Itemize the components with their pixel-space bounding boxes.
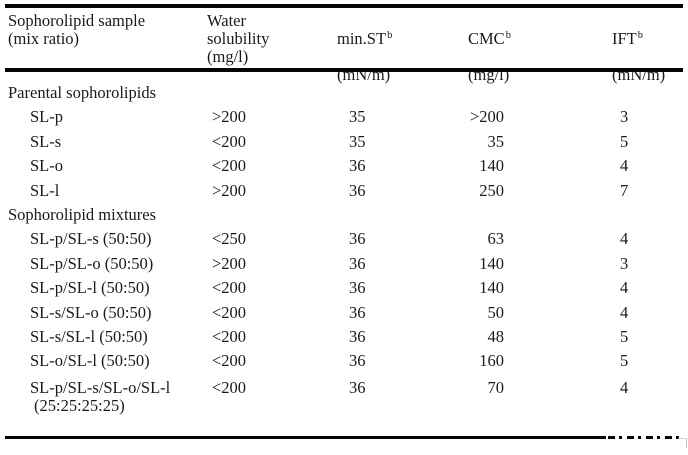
section-label: Sophorolipid mixtures (8, 204, 157, 224)
water-solubility-cell: <200 (212, 278, 247, 298)
table-body: Parental sophorolipids SL-p >200 35 >200… (8, 81, 688, 415)
ift-cell: 3 (620, 253, 629, 273)
cmc-cell: >200 (469, 107, 504, 127)
min-st-cell: 36 (349, 180, 366, 200)
sample-cell: SL-p/SL-s (50:50) (30, 229, 152, 249)
cmc-cell: 140 (479, 156, 504, 176)
table-row-sl-p-sl-s: SL-p/SL-s (50:50) <250 36 63 4 (8, 227, 688, 251)
water-solubility-cell: >200 (212, 180, 247, 200)
sample-cell: SL-l (30, 180, 60, 200)
table-row-quad-mix: SL-p/SL-s/SL-o/SL-l (25:25:25:25) <200 3… (8, 374, 688, 415)
water-solubility-cell: <200 (212, 131, 247, 151)
section-label: Parental sophorolipids (8, 83, 157, 102)
table-row-sl-p: SL-p >200 35 >200 3 (8, 105, 688, 129)
table-row-sl-p-sl-l: SL-p/SL-l (50:50) <200 36 140 4 (8, 276, 688, 300)
footnote-marker-b: b (637, 29, 643, 41)
cmc-cell: 50 (487, 302, 505, 322)
cmc-cell: 160 (479, 351, 504, 371)
sample-cell: SL-s/SL-o (50:50) (30, 302, 152, 322)
cmc-cell: 140 (479, 253, 504, 273)
water-solubility-cell: <200 (212, 351, 247, 371)
water-solubility-cell: <200 (212, 326, 247, 346)
col-header-cmc-label: CMC (468, 29, 505, 48)
ift-cell: 4 (620, 302, 629, 322)
ift-cell: 4 (620, 156, 629, 176)
col-header-ift-label: IFT (612, 29, 637, 48)
min-st-cell: 36 (349, 253, 366, 273)
sample-cell: SL-o/SL-l (50:50) (30, 351, 150, 371)
cmc-cell: 140 (479, 278, 504, 298)
min-st-cell: 36 (349, 377, 366, 397)
min-st-cell: 36 (349, 351, 366, 371)
ift-cell: 7 (620, 180, 629, 200)
section-row-parental: Parental sophorolipids (8, 81, 688, 105)
table-row-sl-l: SL-l >200 36 250 7 (8, 179, 688, 203)
sample-cell: SL-o (30, 156, 63, 176)
min-st-cell: 35 (349, 107, 366, 127)
min-st-cell: 36 (349, 156, 366, 176)
min-st-cell: 36 (349, 302, 366, 322)
table-row-sl-s-sl-o: SL-s/SL-o (50:50) <200 36 50 4 (8, 301, 688, 325)
cmc-cell: 250 (479, 180, 504, 200)
table-bottom-rule-dashed-artifact (608, 436, 683, 439)
ift-cell: 3 (620, 107, 629, 127)
ift-cell: 5 (620, 326, 629, 346)
water-solubility-cell: <250 (212, 229, 247, 249)
ift-cell: 4 (620, 377, 629, 397)
table-row-sl-o: SL-o <200 36 140 4 (8, 154, 688, 178)
water-solubility-cell: <200 (212, 156, 247, 176)
table-row-sl-p-sl-o: SL-p/SL-o (50:50) >200 36 140 3 (8, 252, 688, 276)
water-solubility-cell: <200 (212, 302, 247, 322)
sample-cell: SL-p (30, 107, 63, 127)
cmc-cell: 63 (487, 229, 505, 249)
ift-cell: 4 (620, 278, 629, 298)
table-header-rule (5, 68, 683, 72)
scan-corner-artifact (678, 438, 687, 448)
sample-cell: SL-p/SL-s/SL-o/SL-l (25:25:25:25) (30, 377, 171, 415)
table-row-sl-s-sl-l: SL-s/SL-l (50:50) <200 36 48 5 (8, 325, 688, 349)
min-st-cell: 35 (349, 131, 366, 151)
water-solubility-cell: >200 (212, 107, 247, 127)
table-top-rule (5, 4, 683, 8)
ift-cell: 5 (620, 351, 629, 371)
min-st-cell: 36 (349, 278, 366, 298)
cmc-cell: 35 (487, 131, 505, 151)
table-bottom-rule (5, 436, 606, 439)
water-solubility-cell: >200 (212, 253, 247, 273)
col-header-water-solubility: Water solubility (mg/l) (207, 11, 270, 66)
footnote-marker-b: b (387, 29, 393, 41)
sample-cell: SL-s/SL-l (50:50) (30, 326, 148, 346)
section-row-mixtures: Sophorolipid mixtures (8, 203, 688, 227)
table-row-sl-s: SL-s <200 35 35 5 (8, 130, 688, 154)
min-st-cell: 36 (349, 326, 366, 346)
cmc-cell: 70 (487, 377, 505, 397)
col-header-sample: Sophorolipid sample (mix ratio) (8, 11, 146, 48)
ift-cell: 5 (620, 131, 629, 151)
sample-cell: SL-p/SL-o (50:50) (30, 253, 154, 273)
ift-cell: 4 (620, 229, 629, 249)
sample-cell: SL-p/SL-l (50:50) (30, 278, 150, 298)
sample-cell: SL-s (30, 131, 62, 151)
cmc-cell: 48 (487, 326, 505, 346)
min-st-cell: 36 (349, 229, 366, 249)
col-header-min-st-label: min.ST (337, 29, 387, 48)
water-solubility-cell: <200 (212, 377, 247, 397)
table-row-sl-o-sl-l: SL-o/SL-l (50:50) <200 36 160 5 (8, 349, 688, 373)
footnote-marker-b: b (505, 29, 511, 41)
